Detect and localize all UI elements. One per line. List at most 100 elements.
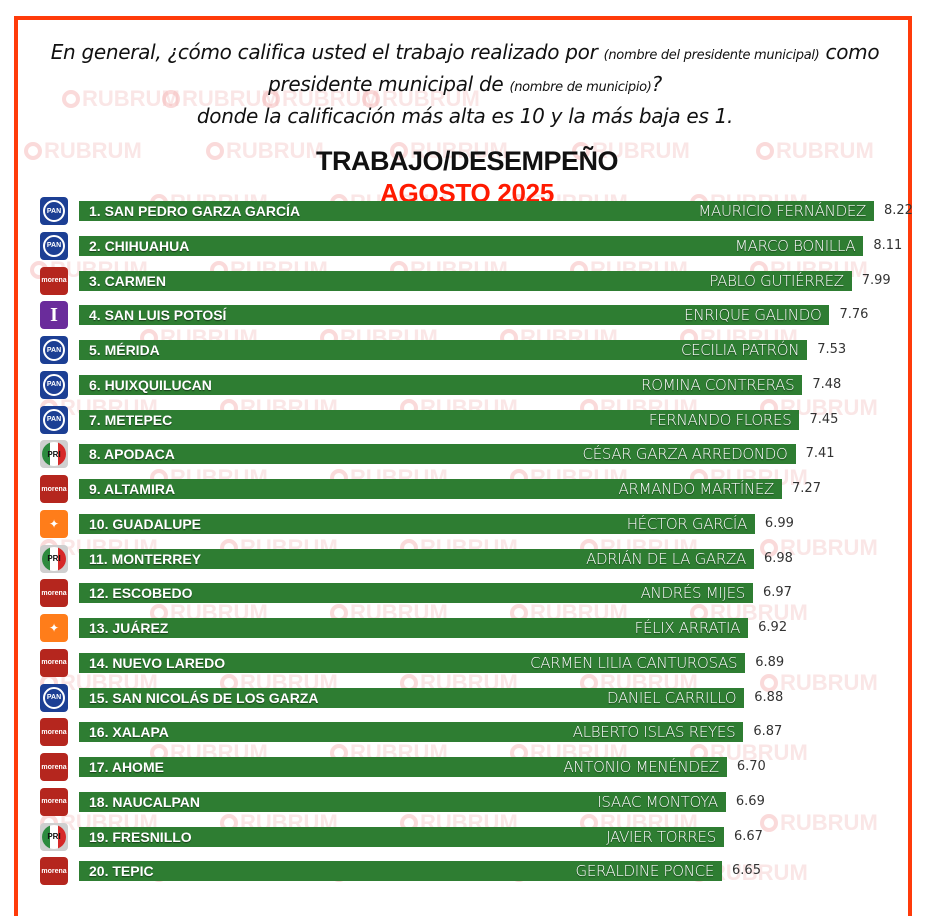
bar-row: PAN 5. MÉRIDA CECILIA PATRÓN 7.53	[40, 336, 920, 364]
morena-logo-icon: morena	[40, 579, 68, 608]
score-bar: 5. MÉRIDA CECILIA PATRÓN	[79, 340, 808, 360]
score-value: 6.67	[733, 828, 763, 844]
mayor-name: GERALDINE PONCE	[575, 862, 715, 881]
municipality-label: 11. MONTERREY	[89, 550, 202, 567]
score-value: 6.89	[755, 654, 785, 670]
question-note2: (nombre de municipio)	[509, 80, 652, 95]
bar-row: morena 14. NUEVO LAREDO CARMEN LILIA CANTU…	[40, 648, 920, 677]
score-value: 6.97	[763, 585, 792, 601]
score-bar: 15. SAN NICOLÁS DE LOS GARZA DANIEL CARRI…	[79, 687, 745, 708]
score-bar: 3. CARMEN PABLO GUTIÉRREZ	[79, 270, 852, 291]
pri-logo-icon: PRI	[40, 440, 68, 469]
mayor-name: MAURICIO FERNÁNDEZ	[698, 202, 866, 220]
pan-logo-icon: PAN	[40, 197, 68, 225]
score-value: 7.27	[792, 481, 821, 496]
mayor-name: ANTONIO MENÉNDEZ	[563, 758, 719, 776]
pan-logo-icon: PAN	[40, 683, 68, 712]
score-bar: 6. HUIXQUILUCAN ROMINA CONTRERAS	[79, 374, 803, 395]
question-note1: (nombre del presidente municipal)	[603, 48, 820, 63]
score-bar: 13. JUÁREZ FÉLIX ARRATIA	[79, 618, 749, 638]
score-value: 7.76	[839, 307, 869, 323]
score-value: 6.98	[763, 550, 793, 566]
morena-logo-icon: morena	[40, 787, 68, 816]
survey-question: En general, ¿cómo califica usted el trab…	[40, 38, 890, 131]
morena-logo-icon: morena	[40, 753, 68, 781]
mayor-name: HÉCTOR GARCÍA	[626, 514, 748, 533]
mayor-name: DANIEL CARRILLO	[606, 688, 737, 707]
score-bar: 20. TEPIC GERALDINE PONCE	[79, 861, 723, 882]
pan-logo-icon: PAN	[40, 336, 68, 364]
mayor-name: MARCO BONILLA	[734, 236, 856, 255]
municipality-label: 1. SAN PEDRO GARZA GARCÍA	[89, 203, 301, 219]
mayor-name: ANDRÉS MIJES	[640, 584, 746, 603]
municipality-label: 17. AHOME	[89, 759, 164, 775]
mayor-name: ISAAC MONTOYA	[597, 792, 718, 811]
municipality-label: 7. METEPEC	[89, 411, 173, 428]
municipality-label: 13. JUÁREZ	[89, 620, 169, 636]
bar-row: PRI 8. APODACA CÉSAR GARZA ARREDONDO 7.41	[40, 440, 920, 469]
independent-logo-icon: I	[40, 301, 68, 330]
mc-logo-icon: ✦	[40, 614, 68, 642]
score-bar: 14. NUEVO LAREDO CARMEN LILIA CANTUROSAS	[79, 652, 746, 673]
bar-row: PAN 6. HUIXQUILUCAN ROMINA CONTRERAS 7.48	[40, 370, 920, 399]
mayor-name: ROMINA CONTRERAS	[641, 375, 795, 394]
bar-row: ✦ 13. JUÁREZ FÉLIX ARRATIA 6.92	[40, 614, 920, 642]
mayor-name: PABLO GUTIÉRREZ	[709, 271, 844, 290]
score-value: 6.65	[732, 863, 761, 879]
bar-row: morena 17. AHOME ANTONIO MENÉNDEZ 6.70	[40, 753, 920, 781]
score-value: 6.87	[753, 724, 783, 740]
municipality-label: 6. HUIXQUILUCAN	[89, 376, 212, 393]
municipality-label: 8. APODACA	[89, 446, 175, 463]
score-value: 8.22	[884, 203, 913, 218]
score-bar: 11. MONTERREY ADRIÁN DE LA GARZA	[79, 548, 754, 569]
municipality-label: 14. NUEVO LAREDO	[89, 654, 226, 671]
mayor-name: CECILIA PATRÓN	[680, 341, 800, 359]
score-value: 7.45	[809, 411, 839, 427]
question-part4: donde la calificación más alta es 10 y l…	[196, 104, 734, 128]
score-value: 6.88	[754, 689, 784, 705]
bar-row: PRI 19. FRESNILLO JAVIER TORRES 6.67	[40, 822, 920, 851]
bar-row: morena 18. NAUCALPAN ISAAC MONTOYA 6.69	[40, 787, 920, 816]
municipality-label: 19. FRESNILLO	[89, 828, 192, 845]
mayor-name: ENRIQUE GALINDO	[684, 306, 822, 325]
score-bar: 17. AHOME ANTONIO MENÉNDEZ	[79, 757, 727, 777]
score-value: 7.53	[817, 342, 847, 357]
pan-logo-icon: PAN	[40, 231, 68, 260]
bar-row: morena 16. XALAPA ALBERTO ISLAS REYES 6.87	[40, 718, 920, 747]
score-value: 7.41	[805, 446, 835, 462]
mayor-name: FERNANDO FLORES	[648, 410, 792, 429]
chart-title: TRABAJO/DESEMPEÑO	[315, 146, 619, 176]
score-bar: 8. APODACA CÉSAR GARZA ARREDONDO	[79, 444, 796, 465]
score-value: 6.69	[735, 793, 765, 809]
mayor-name: ARMANDO MARTÍNEZ	[618, 480, 775, 498]
score-bar: 19. FRESNILLO JAVIER TORRES	[79, 826, 724, 847]
morena-logo-icon: morena	[40, 718, 68, 747]
question-part2: como presidente municipal de	[268, 40, 880, 96]
mc-logo-icon: ✦	[40, 509, 68, 538]
mayor-name: ADRIÁN DE LA GARZA	[586, 549, 746, 568]
mayor-name: FÉLIX ARRATIA	[634, 619, 741, 637]
bar-row: morena 3. CARMEN PABLO GUTIÉRREZ 7.99	[40, 266, 920, 295]
score-bar: 12. ESCOBEDO ANDRÉS MIJES	[79, 583, 753, 604]
score-bar: 4. SAN LUIS POTOSÍ ENRIQUE GALINDO	[79, 305, 830, 326]
bar-row: ✦ 10. GUADALUPE HÉCTOR GARCÍA 6.99	[40, 509, 920, 538]
bar-row: morena 20. TEPIC GERALDINE PONCE 6.65	[40, 857, 920, 886]
morena-logo-icon: morena	[40, 648, 68, 677]
municipality-label: 2. CHIHUAHUA	[89, 237, 190, 254]
municipality-label: 20. TEPIC	[89, 863, 154, 880]
score-bar: 7. METEPEC FERNANDO FLORES	[79, 409, 800, 430]
municipality-label: 5. MÉRIDA	[89, 342, 160, 358]
municipality-label: 12. ESCOBEDO	[89, 585, 193, 602]
pan-logo-icon: PAN	[40, 370, 68, 399]
score-value: 6.92	[758, 620, 788, 635]
morena-logo-icon: morena	[40, 475, 68, 503]
score-value: 7.48	[812, 376, 842, 392]
bar-row: PAN 7. METEPEC FERNANDO FLORES 7.45	[40, 405, 920, 434]
municipality-label: 4. SAN LUIS POTOSÍ	[89, 307, 227, 324]
pri-logo-icon: PRI	[40, 822, 68, 851]
pan-logo-icon: PAN	[40, 405, 68, 434]
bar-row: PAN 2. CHIHUAHUA MARCO BONILLA 8.11	[40, 231, 920, 260]
mayor-name: CÉSAR GARZA ARREDONDO	[582, 445, 788, 464]
municipality-label: 15. SAN NICOLÁS DE LOS GARZA	[89, 689, 319, 706]
municipality-label: 9. ALTAMIRA	[89, 481, 176, 497]
